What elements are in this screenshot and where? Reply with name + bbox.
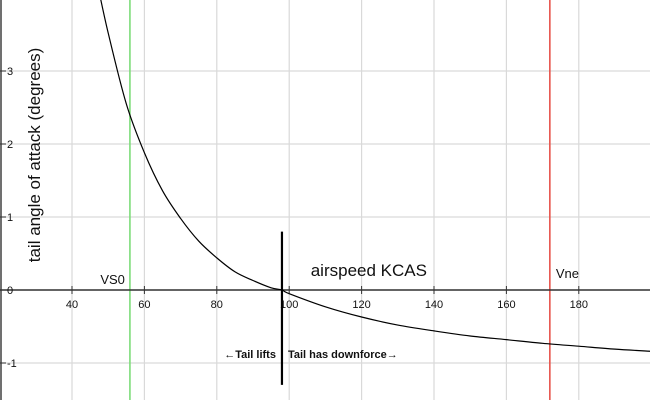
x-tick-label: 100 (280, 299, 298, 311)
y-tick-label: 2 (7, 139, 13, 151)
tick-labels: 40 60 80 100 120 140 160 180 -1 0 1 2 3 (7, 66, 588, 370)
x-tick-label: 40 (66, 299, 78, 311)
x-axis-label: airspeed KCAS (311, 261, 427, 280)
y-tick-label: 0 (7, 285, 13, 297)
vne-label: Vne (556, 266, 579, 281)
y-tick-label: -1 (7, 358, 17, 370)
x-tick-label: 180 (570, 299, 588, 311)
vs0-label: VS0 (100, 272, 125, 287)
x-tick-label: 160 (497, 299, 515, 311)
x-tick-label: 60 (138, 299, 150, 311)
reference-lines (129, 0, 551, 400)
tail-downforce-annotation: Tail has downforce→ (288, 349, 398, 361)
x-tick-label: 140 (425, 299, 443, 311)
series-line (100, 0, 650, 352)
y-tick-label: 1 (7, 212, 13, 224)
tail-lifts-annotation: ←Tail lifts (224, 349, 276, 361)
x-tick-label: 120 (352, 299, 370, 311)
y-axis-label: tail angle of attack (degrees) (25, 48, 44, 263)
y-tick-label: 3 (7, 66, 13, 78)
x-tick-label: 80 (211, 299, 223, 311)
